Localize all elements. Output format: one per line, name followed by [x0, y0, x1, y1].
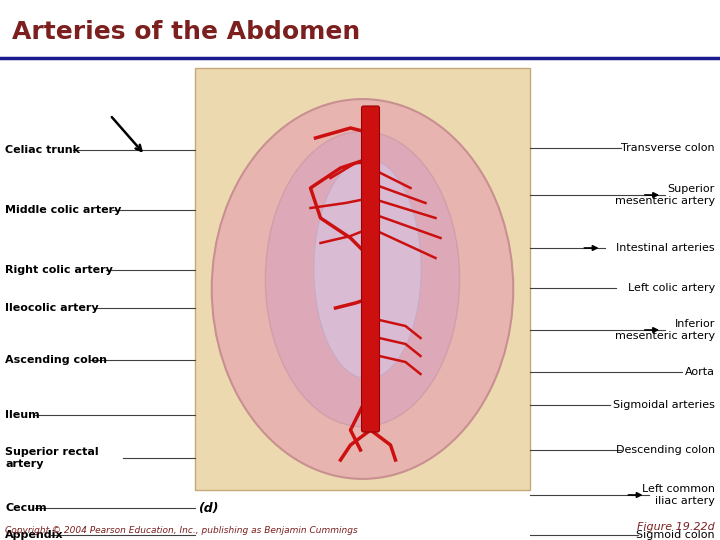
Text: Ileum: Ileum — [5, 410, 40, 420]
Text: Left common
iliac artery: Left common iliac artery — [642, 484, 715, 506]
Text: (d): (d) — [198, 502, 218, 515]
Text: Right colic artery: Right colic artery — [5, 265, 113, 275]
Text: Middle colic artery: Middle colic artery — [5, 205, 122, 215]
Ellipse shape — [266, 131, 459, 427]
Text: Sigmoidal arteries: Sigmoidal arteries — [613, 400, 715, 410]
Text: Intestinal arteries: Intestinal arteries — [616, 243, 715, 253]
Text: Superior rectal
artery: Superior rectal artery — [5, 447, 99, 469]
Text: Appendix: Appendix — [5, 530, 63, 540]
Text: Inferior
mesenteric artery: Inferior mesenteric artery — [615, 319, 715, 341]
Ellipse shape — [212, 99, 513, 479]
Text: Transverse colon: Transverse colon — [621, 143, 715, 153]
Text: Sigmoid colon: Sigmoid colon — [636, 530, 715, 540]
Text: Aorta: Aorta — [685, 367, 715, 377]
Text: Ileocolic artery: Ileocolic artery — [5, 303, 99, 313]
FancyBboxPatch shape — [195, 68, 530, 490]
Text: Arteries of the Abdomen: Arteries of the Abdomen — [12, 20, 360, 44]
Text: Superior
mesenteric artery: Superior mesenteric artery — [615, 184, 715, 206]
Ellipse shape — [314, 159, 421, 379]
Text: Descending colon: Descending colon — [616, 445, 715, 455]
Text: Copyright © 2004 Pearson Education, Inc., publishing as Benjamin Cummings: Copyright © 2004 Pearson Education, Inc.… — [5, 526, 358, 535]
Text: Ascending colon: Ascending colon — [5, 355, 107, 365]
Text: Figure 19.22d: Figure 19.22d — [637, 522, 715, 532]
Text: Cecum: Cecum — [5, 503, 47, 513]
FancyBboxPatch shape — [361, 106, 379, 432]
Text: Celiac trunk: Celiac trunk — [5, 145, 80, 155]
Text: Left colic artery: Left colic artery — [628, 283, 715, 293]
